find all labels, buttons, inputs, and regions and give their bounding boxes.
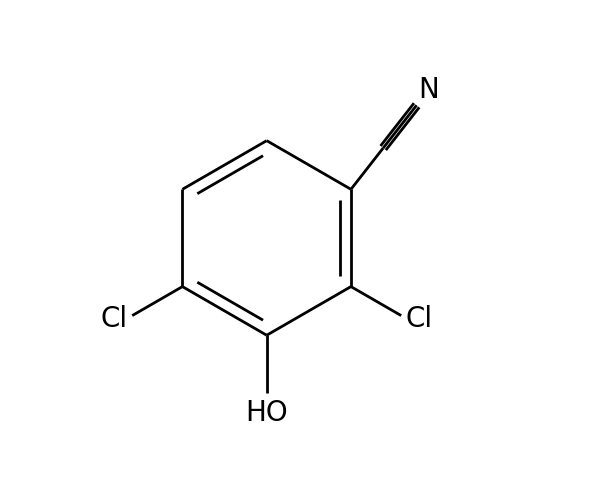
Text: Cl: Cl [100, 305, 128, 332]
Text: Cl: Cl [406, 305, 433, 332]
Text: HO: HO [246, 399, 288, 427]
Text: N: N [418, 76, 439, 104]
